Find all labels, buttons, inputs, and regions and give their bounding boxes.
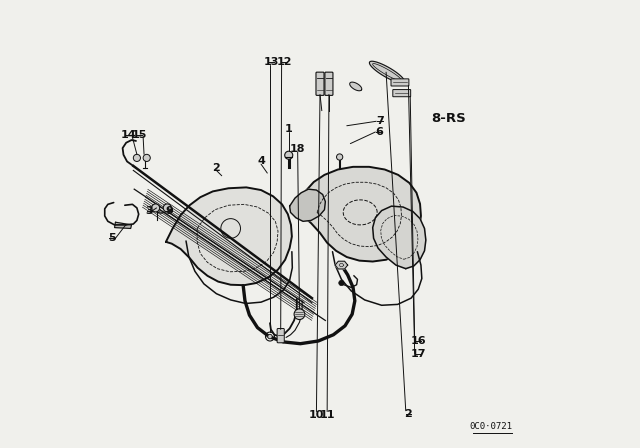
Text: 12: 12 xyxy=(276,57,292,67)
Text: 15: 15 xyxy=(132,129,147,140)
Polygon shape xyxy=(297,167,421,262)
Polygon shape xyxy=(372,206,426,269)
Circle shape xyxy=(143,154,150,161)
Text: 1: 1 xyxy=(285,124,292,134)
Polygon shape xyxy=(349,82,362,91)
Circle shape xyxy=(133,154,140,161)
Text: 18: 18 xyxy=(290,144,305,154)
Circle shape xyxy=(339,280,344,286)
Circle shape xyxy=(337,154,343,160)
Text: 5: 5 xyxy=(108,233,116,243)
Text: 17: 17 xyxy=(410,349,426,358)
Text: 11: 11 xyxy=(319,410,335,420)
Polygon shape xyxy=(166,187,292,285)
Text: 10: 10 xyxy=(308,410,324,420)
Text: 16: 16 xyxy=(410,336,426,346)
Circle shape xyxy=(163,204,172,212)
FancyBboxPatch shape xyxy=(316,72,324,95)
Text: 3: 3 xyxy=(145,206,153,215)
FancyBboxPatch shape xyxy=(325,72,333,95)
Text: 13: 13 xyxy=(264,57,280,67)
FancyBboxPatch shape xyxy=(391,79,409,86)
Polygon shape xyxy=(115,222,132,228)
Text: 4: 4 xyxy=(257,156,265,167)
Text: 2: 2 xyxy=(212,163,220,173)
Circle shape xyxy=(294,309,305,319)
FancyBboxPatch shape xyxy=(277,328,284,343)
Text: 8-RS: 8-RS xyxy=(431,112,465,125)
Text: 9: 9 xyxy=(165,206,173,215)
Circle shape xyxy=(285,151,292,159)
Circle shape xyxy=(268,334,272,339)
Polygon shape xyxy=(369,61,404,83)
Polygon shape xyxy=(335,261,348,269)
Circle shape xyxy=(152,204,159,212)
Text: 0C0·0721: 0C0·0721 xyxy=(469,422,512,431)
Text: 14: 14 xyxy=(121,129,137,140)
Text: 6: 6 xyxy=(375,127,383,137)
FancyBboxPatch shape xyxy=(393,90,411,97)
Text: 2: 2 xyxy=(404,409,412,419)
Polygon shape xyxy=(290,189,325,221)
Text: 7: 7 xyxy=(376,116,384,126)
